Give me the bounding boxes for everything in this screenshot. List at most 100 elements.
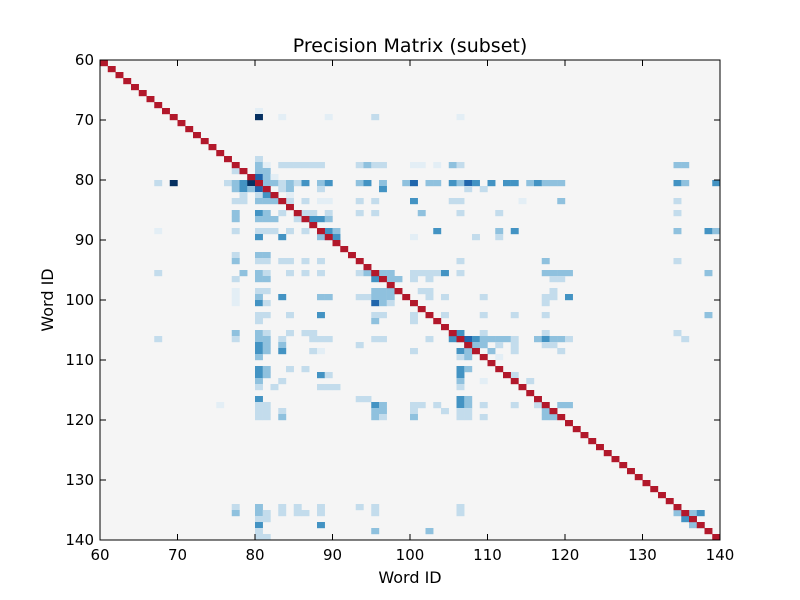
heatmap-diagonal-cell — [627, 468, 635, 475]
y-tick-label: 90 — [75, 231, 94, 249]
x-tick-label: 110 — [473, 546, 502, 564]
heatmap-cell — [441, 408, 449, 415]
heatmap-cell — [394, 276, 403, 283]
heatmap-cell — [231, 252, 240, 259]
heatmap-cell — [231, 276, 240, 283]
heatmap-cell — [379, 294, 387, 301]
heatmap-cell — [255, 336, 263, 343]
heatmap-cell — [441, 294, 449, 301]
heatmap-diagonal — [100, 60, 721, 541]
heatmap-cell — [510, 342, 519, 349]
heatmap-diagonal-cell — [332, 240, 341, 247]
heatmap-cell — [549, 270, 558, 277]
heatmap-cell — [565, 402, 573, 409]
heatmap-cell — [262, 336, 271, 343]
heatmap-cell — [557, 402, 566, 409]
x-tick-label: 80 — [245, 546, 264, 564]
heatmap-cell — [262, 288, 271, 295]
heatmap-cell — [255, 516, 263, 523]
heatmap-cell — [317, 510, 325, 517]
heatmap-cell — [495, 354, 504, 361]
heatmap-cell — [278, 414, 287, 421]
heatmap-cell — [255, 330, 263, 337]
heatmap-diagonal-cell — [394, 288, 403, 295]
heatmap-cell — [255, 216, 263, 223]
heatmap-diagonal-cell — [107, 66, 116, 73]
heatmap-cell — [286, 192, 294, 199]
heatmap-cell — [231, 330, 240, 337]
heatmap-cell — [255, 366, 263, 373]
heatmap-cell — [231, 336, 240, 343]
heatmap-cell — [371, 510, 380, 517]
heatmap-cell — [464, 366, 473, 373]
heatmap-cell — [379, 162, 387, 169]
heatmap-diagonal-cell — [557, 414, 566, 421]
heatmap-cell — [355, 162, 364, 169]
heatmap-cell — [704, 270, 713, 277]
heatmap-diagonal-cell — [433, 318, 442, 325]
heatmap-cell — [534, 336, 542, 343]
heatmap-diagonal-cell — [534, 396, 542, 403]
heatmap-cell — [565, 294, 573, 301]
heatmap-cell — [456, 198, 465, 205]
heatmap-cell — [456, 384, 465, 391]
heatmap-cell — [503, 336, 511, 343]
heatmap-cell — [479, 378, 488, 385]
heatmap-cell — [317, 180, 325, 187]
heatmap-cell — [255, 396, 263, 403]
heatmap-cell — [301, 198, 310, 205]
heatmap-diagonal-cell — [185, 126, 194, 133]
heatmap-cell — [363, 396, 372, 403]
heatmap-cell — [255, 198, 263, 205]
heatmap-cell — [464, 180, 473, 187]
heatmap-diagonal-cell — [247, 174, 256, 181]
heatmap-diagonal-cell — [154, 102, 163, 109]
x-tick-label: 100 — [396, 546, 425, 564]
heatmap-cell — [262, 270, 271, 277]
heatmap-cell — [541, 312, 550, 319]
heatmap-cell — [317, 522, 325, 529]
heatmap-diagonal-cell — [417, 306, 426, 313]
heatmap-diagonal-cell — [572, 426, 581, 433]
heatmap-cell — [317, 294, 325, 301]
heatmap-cell — [255, 348, 263, 355]
heatmap-cell — [255, 276, 263, 283]
heatmap-cell — [557, 198, 566, 205]
heatmap-cell — [262, 198, 271, 205]
heatmap-cell — [379, 186, 387, 193]
heatmap-cell — [681, 516, 690, 523]
heatmap-cell — [379, 288, 387, 295]
heatmap-cell — [549, 414, 558, 421]
heatmap-diagonal-cell — [100, 60, 108, 67]
y-axis-label: Word ID — [38, 268, 57, 331]
heatmap-cell — [712, 180, 721, 187]
heatmap-cell — [255, 384, 263, 391]
heatmap-diagonal-cell — [286, 204, 294, 211]
heatmap-cell — [371, 162, 380, 169]
heatmap-cell — [681, 180, 690, 187]
heatmap-cell — [510, 228, 519, 235]
heatmap-cell — [262, 300, 271, 307]
heatmap-cell — [355, 342, 364, 349]
heatmap-cell — [324, 114, 333, 121]
heatmap-cell — [262, 180, 271, 187]
heatmap-cell — [293, 216, 302, 223]
heatmap-cell — [293, 510, 302, 517]
heatmap-diagonal-cell — [603, 450, 612, 457]
heatmap-cell — [379, 312, 387, 319]
heatmap-diagonal-cell — [386, 282, 395, 289]
heatmap-cell — [371, 336, 380, 343]
heatmap-diagonal-cell — [619, 462, 628, 469]
heatmap-cell — [255, 300, 263, 307]
heatmap-cell — [464, 348, 473, 355]
heatmap-diagonal-cell — [464, 342, 473, 349]
heatmap-cell — [549, 288, 558, 295]
heatmap-cell — [472, 342, 480, 349]
heatmap-cell — [247, 186, 256, 193]
heatmap-cell — [433, 270, 442, 277]
heatmap-cell — [278, 258, 287, 265]
heatmap-cell — [363, 180, 372, 187]
heatmap-cell — [379, 414, 387, 421]
heatmap-cell — [456, 408, 465, 415]
